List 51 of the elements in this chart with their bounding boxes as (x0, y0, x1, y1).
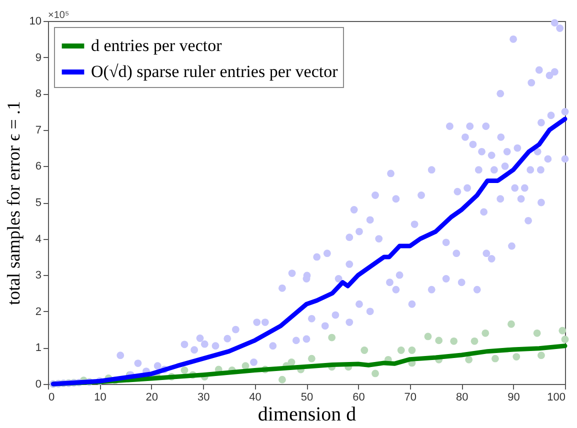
point (397, 346, 405, 354)
point (435, 336, 443, 344)
point (278, 376, 286, 384)
x-tick-label: 10 (94, 392, 106, 404)
point (328, 334, 336, 342)
x-tick-label: 20 (146, 392, 158, 404)
point (424, 332, 432, 340)
point (470, 337, 478, 345)
point (242, 362, 250, 370)
point (512, 353, 520, 360)
point (558, 326, 566, 334)
y-axis-title: total samples for error ϵ = .1 (3, 101, 24, 305)
x-tick-label: 100 (547, 392, 566, 404)
y-tick-label: 9 (35, 52, 42, 64)
x-tick-label: 40 (249, 392, 262, 404)
point (491, 354, 499, 362)
x-tick-label: 30 (197, 392, 210, 404)
text: ×10⁵ (48, 10, 70, 21)
point (538, 352, 545, 360)
point (533, 329, 541, 337)
point (465, 356, 473, 364)
y-tick-label: 8 (35, 88, 42, 100)
y-tick-label: 3 (35, 270, 42, 282)
point (360, 346, 368, 354)
point (308, 354, 316, 362)
x-tick-label: 0 (48, 392, 55, 404)
x-tick-label: 70 (404, 392, 417, 404)
x-tick-label: 90 (508, 392, 520, 404)
point (561, 336, 569, 344)
y-tick-label: 0 (35, 378, 42, 390)
legend-label: d entries per vector (91, 36, 222, 55)
line-series (50, 116, 568, 386)
y-tick-label: 7 (35, 124, 42, 136)
y-tick-label: 2 (35, 306, 42, 318)
x-axis-title: dimension d (258, 404, 356, 426)
point (408, 346, 416, 354)
y-tick-label: 5 (35, 197, 42, 209)
y-tick-label: 1 (35, 342, 42, 354)
x-tick-label: 50 (300, 392, 314, 404)
point (180, 366, 188, 374)
point (372, 370, 379, 378)
point (288, 358, 296, 366)
y-tick-label: 4 (35, 233, 42, 246)
legend-label: O(√d) sparse ruler entries per vector (91, 62, 338, 81)
x-tick-label: 60 (352, 392, 365, 404)
x-tick-label: 80 (456, 392, 468, 404)
point (482, 329, 490, 337)
y-tick-label: 6 (35, 160, 42, 173)
y-tick-label: 10 (29, 16, 42, 28)
point (450, 337, 458, 345)
point (508, 320, 515, 328)
